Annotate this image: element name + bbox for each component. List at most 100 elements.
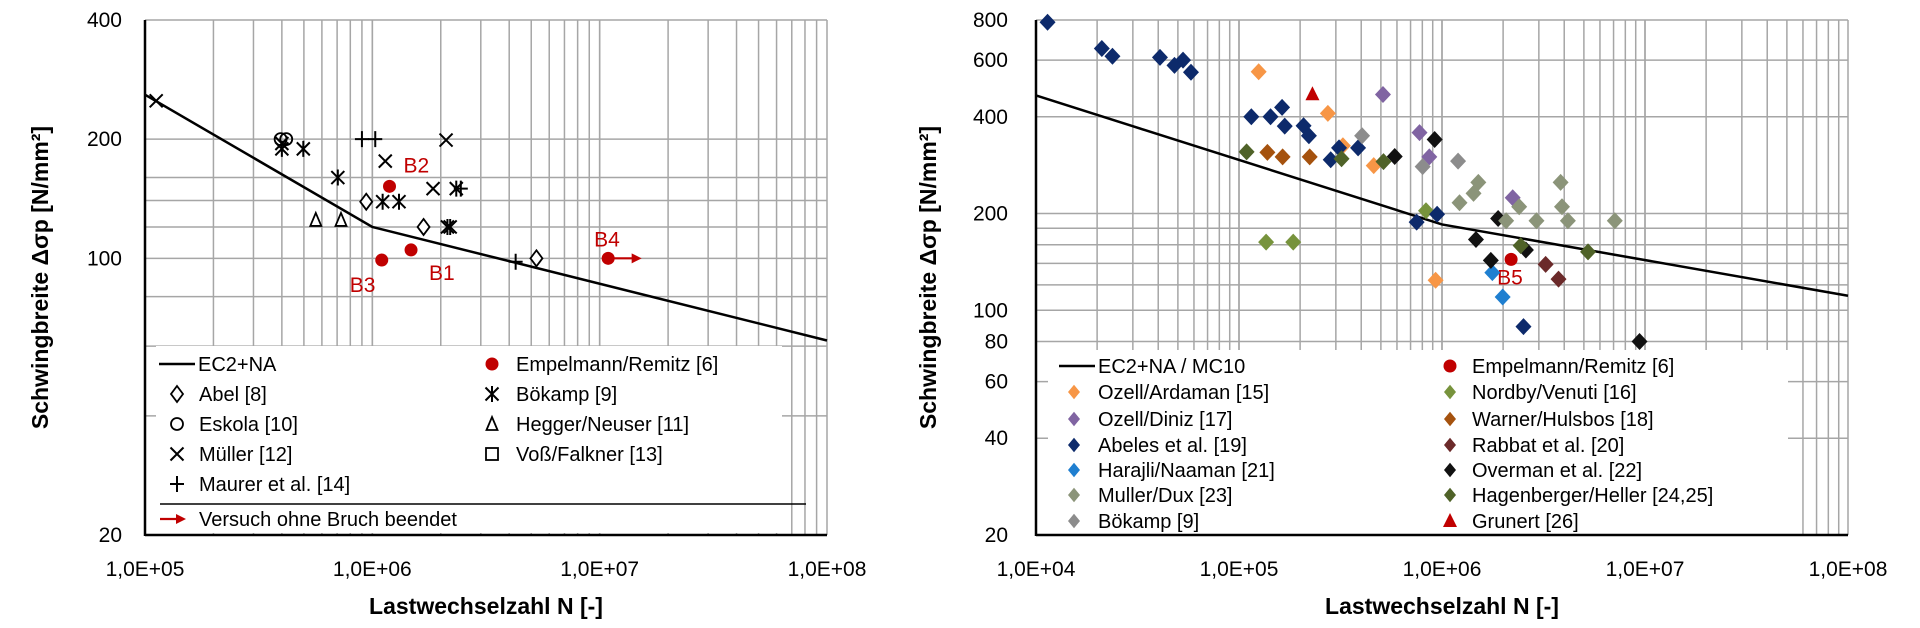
legend-label: Müller [12] [199,444,292,466]
data-point [1039,13,1056,31]
data-point [1333,150,1350,168]
legend-label: Empelmann/Remitz [6] [516,354,718,376]
series-hegger-neuser-11- [308,210,348,227]
data-point [1537,255,1554,273]
series-nordby-venuti-16- [1258,202,1434,251]
data-point [442,218,458,235]
legend-marker [1068,384,1080,400]
data-point [308,210,323,227]
data-point [1319,104,1336,122]
y-tick-label: 200 [973,203,1008,226]
data-point [1408,213,1425,231]
series-abel-8- [359,192,544,268]
point-label: B4 [594,228,620,251]
data-point [378,153,393,169]
data-point [453,180,468,197]
data-point [1285,233,1302,251]
y-axis-title: Schwingbreite Δσp [N/mm²] [915,126,941,429]
y-tick-label: 200 [87,128,122,151]
series-muller-dux-23- [1451,173,1623,230]
data-point [1375,153,1392,171]
point-label: B5 [1497,266,1523,289]
legend-label: EC2+NA [198,354,277,376]
legend-label: Harajli/Naaman [21] [1098,460,1275,482]
legend-label: Ozell/Ardaman [15] [1098,382,1269,404]
series-overman-et-al-22- [1386,130,1648,350]
data-point [1182,63,1199,81]
data-point [1274,98,1291,116]
data-point [1631,332,1648,350]
legend-marker [1068,513,1080,529]
data-point [1258,233,1275,251]
data-point [1552,173,1569,191]
legend-label: Ozell/Diniz [17] [1098,409,1233,431]
data-point [1467,231,1484,249]
x-tick-label: 1,0E+08 [788,558,867,581]
data-point [1484,264,1501,282]
data-point [1104,47,1121,65]
legend-marker [1444,437,1456,453]
data-point [1427,271,1444,289]
data-point [1550,270,1567,288]
legend-label: EC2+NA / MC10 [1098,356,1245,378]
legend-marker [170,476,184,492]
legend-marker [169,446,185,462]
point-label: B1 [429,262,455,285]
data-point [354,131,369,148]
data-point [1606,212,1623,230]
legend-marker [1068,462,1080,478]
legend-label: Rabbat et al. [20] [1472,435,1624,457]
x-tick-label: 1,0E+05 [1200,558,1279,581]
data-point [368,131,383,148]
data-point [1300,127,1317,145]
legend-label: Grunert [26] [1472,511,1579,533]
legend-label: Overman et al. [22] [1472,460,1642,482]
legend-marker [169,384,185,404]
chart-right: 1,0E+04 1,0E+05 1,0E+06 1,0E+07 1,0E+08 800 60… [915,9,1887,619]
data-point [1559,212,1576,230]
data-point [1515,318,1532,336]
legend-label: Nordby/Venuti [16] [1472,382,1637,404]
legend-marker [485,414,499,431]
y-tick-label: 100 [87,247,122,270]
data-point [440,218,455,235]
data-point [383,179,397,193]
data-point [334,210,348,227]
legend-marker [1444,384,1456,400]
x-axis-title: Lastwechselzahl N [-] [369,593,603,619]
x-tick-label: 1,0E+07 [560,558,639,581]
y-tick-label: 800 [973,9,1008,32]
data-point [1093,40,1110,58]
data-point [1504,252,1518,266]
data-point [1528,212,1545,230]
legend-label: Maurer et al. [14] [199,474,350,496]
data-point [279,132,294,147]
point-label: B2 [404,154,430,177]
series-grunert-26- [1305,86,1320,101]
design-curve [144,93,828,342]
y-tick-label: 80 [985,330,1008,353]
data-point [1274,148,1291,166]
legend-label: Versuch ohne Bruch beendet [199,509,457,531]
x-tick-label: 1,0E+06 [333,558,412,581]
data-point [1250,63,1267,81]
series-b-kamp-9- [1354,127,1467,176]
y-tick-label: 100 [973,299,1008,322]
legend-label: Muller/Dux [23] [1098,485,1233,507]
chart-left: 1,0E+05 1,0E+06 1,0E+07 1,0E+08 400 200 100 20 L… [27,9,866,619]
series-m-ller-12- [148,93,454,196]
series-maurer-et-al-14- [354,131,523,270]
legend-label: Warner/Hulsbos [18] [1472,409,1654,431]
legend-label: Empelmann/Remitz [6] [1472,356,1674,378]
legend-label: Abel [8] [199,384,267,406]
data-point [438,132,454,148]
series-hagenberger-heller-24-25- [1238,143,1597,261]
y-axis-title: Schwingbreite Δσp [N/mm²] [27,126,53,429]
data-point [1511,198,1528,216]
y-tick-label: 400 [973,106,1008,129]
legend-marker [1443,359,1457,373]
y-tick-label: 20 [985,524,1008,547]
series-warner-hulsbos-18- [1259,143,1318,166]
data-point [296,140,311,157]
